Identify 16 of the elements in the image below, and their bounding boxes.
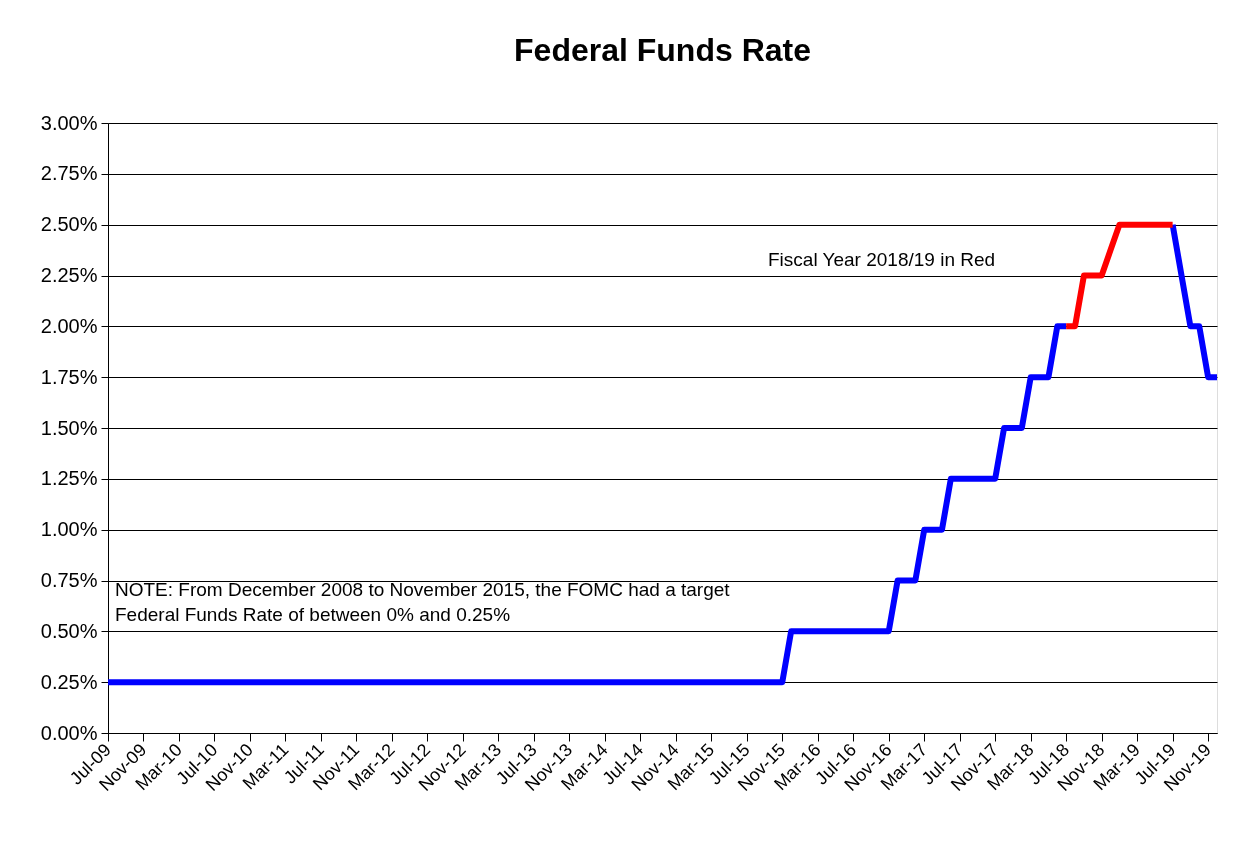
- y-tick-label: 1.25%: [40, 467, 98, 490]
- y-tick-label: 0.75%: [40, 569, 98, 591]
- y-tick-label: 1.75%: [40, 365, 98, 388]
- y-tick-label: 2.50%: [40, 213, 98, 236]
- annotation: Fiscal Year 2018/19 in Red: [768, 249, 996, 270]
- y-tick-label: 1.00%: [40, 518, 98, 541]
- y-tick-label: 0.25%: [40, 670, 98, 693]
- y-tick-label: 2.75%: [40, 162, 98, 185]
- y-tick-label: 2.00%: [40, 314, 98, 337]
- chart-title: Federal Funds Rate: [514, 32, 811, 68]
- y-tick-label: 3.00%: [40, 111, 98, 134]
- y-tick-label: 0.00%: [40, 721, 98, 744]
- y-tick-label: 0.50%: [40, 619, 98, 642]
- y-tick-label: 2.25%: [40, 264, 98, 286]
- y-tick-label: 1.50%: [40, 416, 98, 439]
- annotation: NOTE: From December 2008 to November 2015, the FOMC had a target Federal Funds Rate of between 0% and 0.25%: [115, 579, 731, 625]
